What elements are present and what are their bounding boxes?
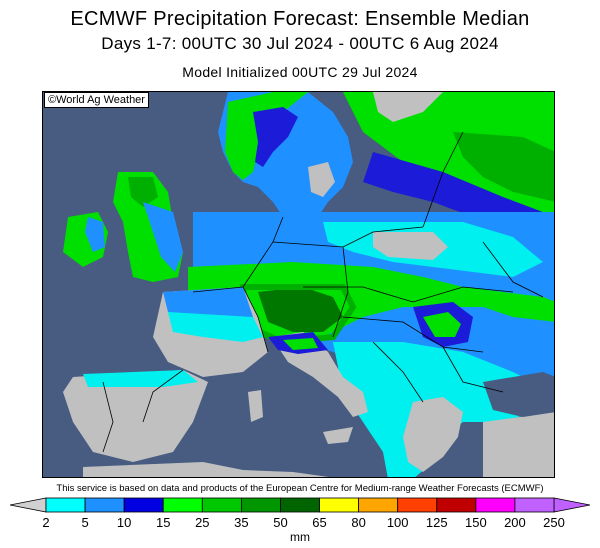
russia-dark-green (453, 132, 554, 202)
britain-dark-green (128, 177, 158, 207)
legend-left-arrow (9, 497, 47, 513)
legend-box (280, 497, 320, 513)
model-init-time: Model Initialized 00UTC 29 Jul 2024 (182, 64, 418, 80)
legend-box (45, 497, 86, 513)
legend-tick-label: 80 (351, 515, 365, 530)
legend-box (201, 497, 242, 513)
legend-tick-label: 125 (426, 515, 448, 530)
alps-dark-green (258, 287, 343, 332)
legend-tick-label: 50 (273, 515, 287, 530)
legend-box (240, 497, 281, 513)
france-light-blue (168, 312, 263, 342)
carpathian-green (423, 312, 461, 337)
legend-tick-label: 35 (234, 515, 248, 530)
finland-land (343, 92, 554, 222)
legend-box (475, 497, 516, 513)
map-canvas (63, 92, 554, 477)
greece-dry (403, 397, 463, 472)
legend-tick-label: 10 (117, 515, 131, 530)
color-legend: 2 5 10 15 25 35 50 65 80 100 125 150 200 250 (9, 497, 591, 530)
sweden-dry (308, 162, 335, 197)
legend-tick-label: 150 (465, 515, 487, 530)
legend-boxes (45, 497, 555, 513)
ireland-blue (85, 217, 105, 252)
finland-dry (373, 92, 443, 122)
legend-tick-label: 200 (504, 515, 526, 530)
legend-tick-label: 2 (42, 515, 49, 530)
legend-box (319, 497, 360, 513)
north-africa (83, 462, 329, 477)
legend-labels: 2 5 10 15 25 35 50 65 80 100 125 150 200 250 (42, 515, 564, 530)
legend-box (514, 497, 555, 513)
legend-box (84, 497, 125, 513)
legend-tick-label: 5 (81, 515, 88, 530)
copyright-label: ©World Ag Weather (44, 92, 149, 108)
forecast-period: Days 1-7: 00UTC 30 Jul 2024 - 00UTC 6 Au… (101, 34, 499, 53)
country-borders (102, 131, 544, 453)
legend-tick-label: 100 (387, 515, 409, 530)
turkey-dry (483, 412, 554, 477)
norway-coast-green (225, 92, 308, 180)
legend-box (123, 497, 164, 513)
sardinia (248, 390, 263, 422)
black-sea (483, 372, 554, 417)
legend-tick-label: 15 (156, 515, 170, 530)
legend-box (358, 497, 399, 513)
sicily (323, 427, 353, 444)
legend-box (162, 497, 203, 513)
iberia-north-coast (83, 370, 198, 387)
legend-tick-label: 25 (195, 515, 209, 530)
legend-right-arrow (553, 497, 591, 513)
italy-north-green (283, 338, 318, 350)
precipitation-map (42, 91, 555, 478)
britain-blue (143, 202, 183, 272)
legend-tick-label: 65 (312, 515, 326, 530)
legend-box (397, 497, 438, 513)
legend-tick-label: 250 (543, 515, 565, 530)
legend-box (436, 497, 477, 513)
legend-unit: mm (290, 530, 310, 544)
map-title: ECMWF Precipitation Forecast: Ensemble M… (70, 8, 530, 30)
data-credit: This service is based on data and produc… (56, 483, 544, 494)
iberia-land (63, 370, 208, 462)
norway-coast-blue (253, 107, 298, 167)
belarus-dry (373, 232, 448, 260)
